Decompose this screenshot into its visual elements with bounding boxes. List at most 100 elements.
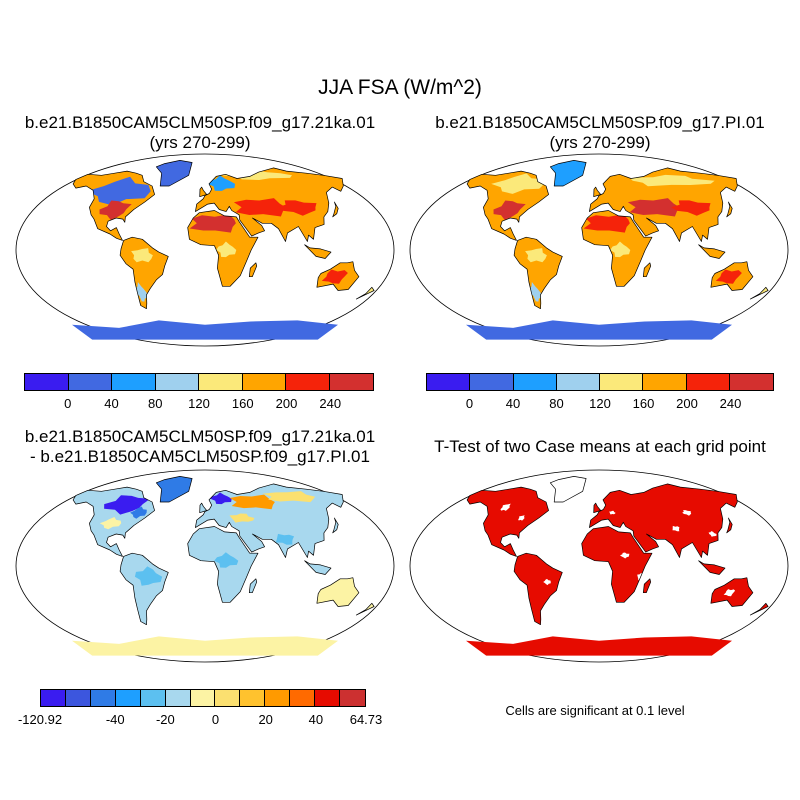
landmass-south-america: [120, 237, 169, 309]
colorbar-case2-tick-label: 40: [505, 396, 521, 411]
non-significant-area: [682, 510, 692, 516]
colorbar-case2-tick-label: 80: [549, 396, 564, 411]
map-case1: [15, 153, 395, 347]
colorbar-case1: [24, 373, 374, 391]
coastline-uk: [199, 502, 208, 514]
colorbar-diff-tick-label: 40: [308, 712, 324, 727]
coastline-africa: [187, 210, 259, 287]
congo: [216, 241, 237, 258]
landmass-madagascar: [643, 578, 651, 593]
non-significant-area: [620, 552, 630, 559]
landmass-greenland: [156, 160, 193, 186]
coastline-africa: [581, 526, 653, 603]
panel-ttest-title: T-Test of two Case means at each grid po…: [410, 437, 790, 457]
non-significant-area: [500, 503, 511, 511]
decrease-india: [275, 533, 295, 545]
colorbar-case2-swatch: [686, 374, 730, 390]
coastline-indonesia: [304, 244, 332, 259]
coastline-south-america: [119, 236, 169, 310]
coastline-eurasia: [195, 167, 344, 242]
colorbar-diff-tick-label: -40: [105, 712, 125, 727]
landmass-eurasia: [195, 483, 344, 558]
colorbar-diff-swatch: [41, 690, 66, 706]
high-fsa-sahara: [189, 214, 236, 233]
boreal-canada: [491, 173, 545, 194]
coastline-uk: [199, 186, 208, 198]
colorbar-diff-swatch: [265, 690, 291, 706]
coastline-greenland: [155, 476, 193, 503]
landmass-antarctica: [72, 320, 338, 340]
colorbar-case2-tick-label: 200: [676, 396, 698, 411]
landmass-australia: [316, 577, 359, 607]
high-fsa-mongolia: [277, 200, 317, 216]
coastline-greenland: [549, 476, 587, 503]
panel-case1-title-line1: b.e21.B1850CAM5CLM50SP.f09_g17.21ka.01: [24, 113, 376, 132]
coastline-australia: [316, 261, 360, 291]
australia-interior: [715, 269, 742, 284]
colorbar-case2-swatch: [643, 374, 687, 390]
colorbar-diff-swatch: [190, 690, 216, 706]
high-fsa-us: [99, 200, 132, 220]
colorbar-diff-swatch: [115, 690, 141, 706]
coastline-japan: [332, 201, 339, 218]
coastline-africa: [581, 210, 653, 287]
coastline-north-america: [72, 486, 155, 557]
colorbar-diff-tick-label: 64.73: [349, 712, 383, 727]
panel-case1-title: b.e21.B1850CAM5CLM50SP.f09_g17.21ka.01 (…: [10, 113, 390, 153]
patagonia: [135, 282, 148, 302]
landmass-uk: [593, 503, 601, 513]
non-significant-area: [672, 525, 680, 532]
coastline-south-america: [513, 552, 563, 626]
coastline-nz: [355, 286, 375, 300]
increase-steppe: [229, 513, 255, 523]
landmass-uk: [199, 187, 207, 197]
colorbar-diff-swatch: [240, 690, 266, 706]
landmass-south-america: [120, 553, 169, 625]
coastline-madagascar: [642, 578, 652, 594]
coastline-madagascar: [248, 578, 258, 594]
colorbar-case1-tick-label: 40: [104, 396, 119, 411]
increase-siberia-east: [262, 491, 316, 503]
colorbar-diff-tick-label: 20: [258, 712, 273, 727]
panel-case2-title-line2: (yrs 270-299): [549, 133, 651, 152]
landmass-eurasia: [589, 483, 738, 558]
decrease-quebec: [130, 506, 147, 519]
panel-case2-title-line1: b.e21.B1850CAM5CLM50SP.f09_g17.PI.01: [435, 113, 765, 132]
map-ttest: [409, 469, 789, 663]
landmass-nz: [750, 287, 769, 300]
colorbar-case2-tick-label: 0: [465, 396, 474, 411]
high-fsa-mongolia: [671, 200, 711, 216]
colorbar-case1-tick-label: 200: [275, 396, 298, 411]
coastline-australia: [710, 261, 754, 291]
colorbar-diff-swatch: [315, 690, 341, 706]
landmass-uk: [199, 503, 207, 513]
strong-decrease-fennoscandia: [210, 492, 232, 505]
landmass-north-america: [467, 487, 549, 557]
decrease-amazon: [134, 566, 163, 586]
colorbar-diff-swatch: [65, 690, 91, 706]
coastline-greenland: [155, 160, 193, 187]
colorbar-case1-tick-label: 160: [231, 396, 254, 411]
panel-diff-title: b.e21.B1850CAM5CLM50SP.f09_g17.21ka.01 -…: [10, 427, 390, 467]
figure-title: JJA FSA (W/m^2): [318, 76, 482, 99]
coastline-eurasia: [589, 483, 738, 558]
amazon: [525, 248, 547, 263]
high-fsa-sahara: [583, 214, 630, 233]
ice-sheet-fennoscandian: [207, 175, 236, 191]
australia-interior: [321, 269, 348, 284]
coastline-australia: [316, 577, 360, 607]
increase-siberia-west: [229, 494, 275, 510]
colorbar-case1-swatch: [155, 374, 199, 390]
colorbar-case2-swatch: [556, 374, 600, 390]
patagonia: [529, 282, 542, 302]
colorbar-case1-swatch: [199, 374, 243, 390]
coastline-nz: [355, 602, 375, 616]
landmass-antarctica: [72, 636, 338, 656]
landmass-greenland: [550, 160, 587, 186]
colorbar-case1-tick-label: 0: [64, 396, 72, 411]
colorbar-case2-tick-label: 120: [589, 396, 611, 411]
colorbar-case1-swatch: [112, 374, 156, 390]
landmass-madagascar: [643, 262, 651, 277]
colorbar-case1-tick-label: 80: [148, 396, 163, 411]
coastline-eurasia: [589, 167, 738, 242]
